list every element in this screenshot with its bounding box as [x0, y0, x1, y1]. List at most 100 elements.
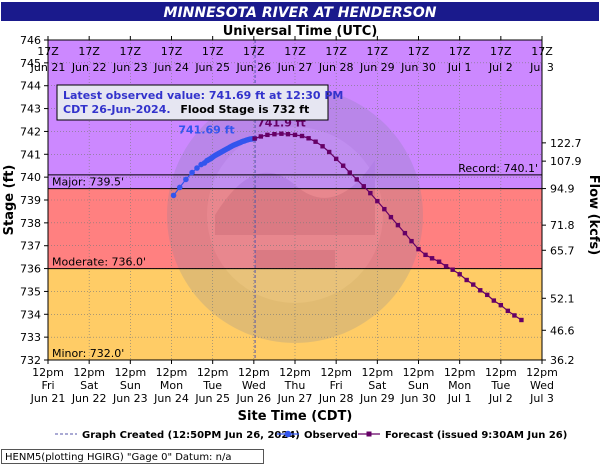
- forecast-point: [402, 230, 408, 236]
- info-line2: CDT 26-Jun-2024. Flood Stage is 732 ft: [63, 103, 309, 116]
- flow-tick-label: 107.9: [550, 155, 582, 168]
- top-tick-time: 17Z: [243, 45, 265, 58]
- axis-ticks: 732 733 734 735 736 737 738 739 740 741 742 743 744 7…: [20, 34, 582, 405]
- forecast-point: [416, 246, 421, 252]
- bottom-tick-day: Sun: [120, 379, 141, 392]
- forecast-point: [320, 144, 325, 149]
- forecast-point: [382, 206, 387, 212]
- legend-observed-marker: [284, 430, 292, 438]
- top-tick-date: Jun 22: [71, 61, 107, 74]
- bottom-tick-day: Thu: [284, 379, 306, 392]
- y-tick-label: 733: [20, 331, 41, 344]
- plot-frame: [47, 39, 543, 361]
- y-tick-label: 739: [20, 194, 41, 207]
- bottom-tick-time: 12pm: [444, 366, 476, 379]
- top-tick-date: Jun 24: [153, 61, 189, 74]
- y-tick-label: 738: [20, 217, 41, 230]
- bottom-tick-time: 12pm: [361, 366, 393, 379]
- legend-observed-label: Observed: [304, 430, 358, 441]
- bottom-tick-date: Jul 1: [447, 392, 472, 405]
- bottom-tick-date: Jul 3: [529, 392, 554, 405]
- chart-title: MINNESOTA RIVER AT HENDERSON: [164, 5, 437, 21]
- bottom-tick-date: Jun 26: [235, 392, 271, 405]
- band-moderate: [48, 188, 542, 269]
- flow-tick-label: 52.1: [550, 292, 575, 305]
- threshold-label-major: Major: 739.5': [52, 176, 124, 189]
- flow-tick-label: 122.7: [550, 137, 582, 150]
- forecast-point: [505, 308, 511, 314]
- forecast-point: [265, 132, 270, 138]
- footer-box: [1, 449, 264, 464]
- bottom-tick-date: Jun 30: [400, 392, 436, 405]
- observed-value-label: 741.69 ft: [178, 124, 234, 137]
- top-tick-time: 17Z: [78, 45, 100, 58]
- forecast-point: [436, 259, 442, 264]
- forecast-point: [252, 136, 257, 141]
- bottom-tick-date: Jun 28: [318, 392, 354, 405]
- top-tick-time: 17Z: [367, 45, 389, 58]
- top-tick-time: 17Z: [284, 45, 306, 58]
- y-tick-label: 734: [20, 308, 41, 321]
- forecast-point: [485, 292, 490, 298]
- forecast-point: [340, 163, 346, 168]
- forecast-point: [279, 131, 284, 136]
- y-tick-label: 746: [20, 34, 41, 47]
- forecast-line: [254, 133, 522, 321]
- top-tick-date: Jun 23: [112, 61, 148, 74]
- top-tick-date: Jun 29: [359, 61, 395, 74]
- bottom-tick-day: Fri: [41, 379, 54, 392]
- observed-point: [176, 184, 183, 191]
- flow-tick-label: 46.6: [550, 324, 575, 337]
- y-tick-label: 735: [20, 285, 41, 298]
- bottom-tick-day: Tue: [490, 379, 510, 392]
- threshold-label-minor: Minor: 732.0': [52, 347, 124, 360]
- bottom-tick-time: 12pm: [73, 366, 105, 379]
- bottom-tick-time: 12pm: [238, 366, 270, 379]
- bottom-tick-time: 12pm: [156, 366, 188, 379]
- forecast-point: [299, 133, 305, 139]
- bottom-tick-date: Jun 25: [194, 392, 230, 405]
- y-tick-label: 741: [20, 148, 41, 161]
- bottom-tick-time: 12pm: [114, 366, 146, 379]
- flow-tick-label: 36.2: [550, 354, 575, 367]
- y2-axis-title: Flow (kcfs): [586, 175, 600, 255]
- forecast-point: [512, 313, 517, 318]
- forecast-point: [450, 267, 455, 272]
- legend-forecast-marker: [366, 431, 372, 437]
- forecast-point: [375, 198, 380, 204]
- forecast-point: [388, 214, 394, 220]
- forecast-point: [368, 190, 373, 196]
- y-tick-label: 744: [20, 80, 41, 93]
- bottom-tick-day: Wed: [530, 379, 554, 392]
- forecast-point: [409, 238, 414, 244]
- top-tick-time: 17Z: [408, 45, 430, 58]
- bottom-tick-day: Wed: [242, 379, 266, 392]
- y-tick-label: 737: [20, 240, 41, 253]
- threshold-label-moderate: Moderate: 736.0': [52, 256, 146, 269]
- bottom-tick-day: Sat: [80, 379, 99, 392]
- info-line2-flood-stage: Flood Stage is 732 ft: [180, 103, 309, 116]
- top-tick-date: Jul 1: [447, 61, 472, 74]
- top-tick-time: 17Z: [161, 45, 183, 58]
- info-line2-date: CDT 26-Jun-2024.: [63, 103, 171, 116]
- top-axis-title: Universal Time (UTC): [223, 24, 378, 39]
- footer-text: HENM5(plotting HGIRG) "Gage 0" Datum: n/…: [5, 452, 231, 463]
- forecast-point: [457, 272, 462, 277]
- top-tick-date: Jul 2: [488, 61, 513, 74]
- y-tick-label: 745: [20, 57, 41, 70]
- bottom-tick-day: Mon: [448, 379, 471, 392]
- forecast-point: [306, 136, 311, 141]
- bottom-tick-time: 12pm: [279, 366, 311, 379]
- forecast-point: [347, 170, 352, 175]
- bottom-tick-date: Jul 2: [488, 392, 513, 405]
- forecast-point: [361, 184, 366, 189]
- forecast-point: [498, 302, 504, 308]
- bottom-tick-day: Sun: [408, 379, 429, 392]
- latest-observed-box: Latest observed value: 741.69 ft at 12:3…: [56, 84, 343, 121]
- forecast-point: [443, 264, 449, 269]
- x-axis-title: Site Time (CDT): [238, 409, 353, 424]
- bottom-tick-time: 12pm: [32, 366, 64, 379]
- forecast-point: [333, 156, 339, 162]
- bottom-tick-date: Jun 29: [359, 392, 395, 405]
